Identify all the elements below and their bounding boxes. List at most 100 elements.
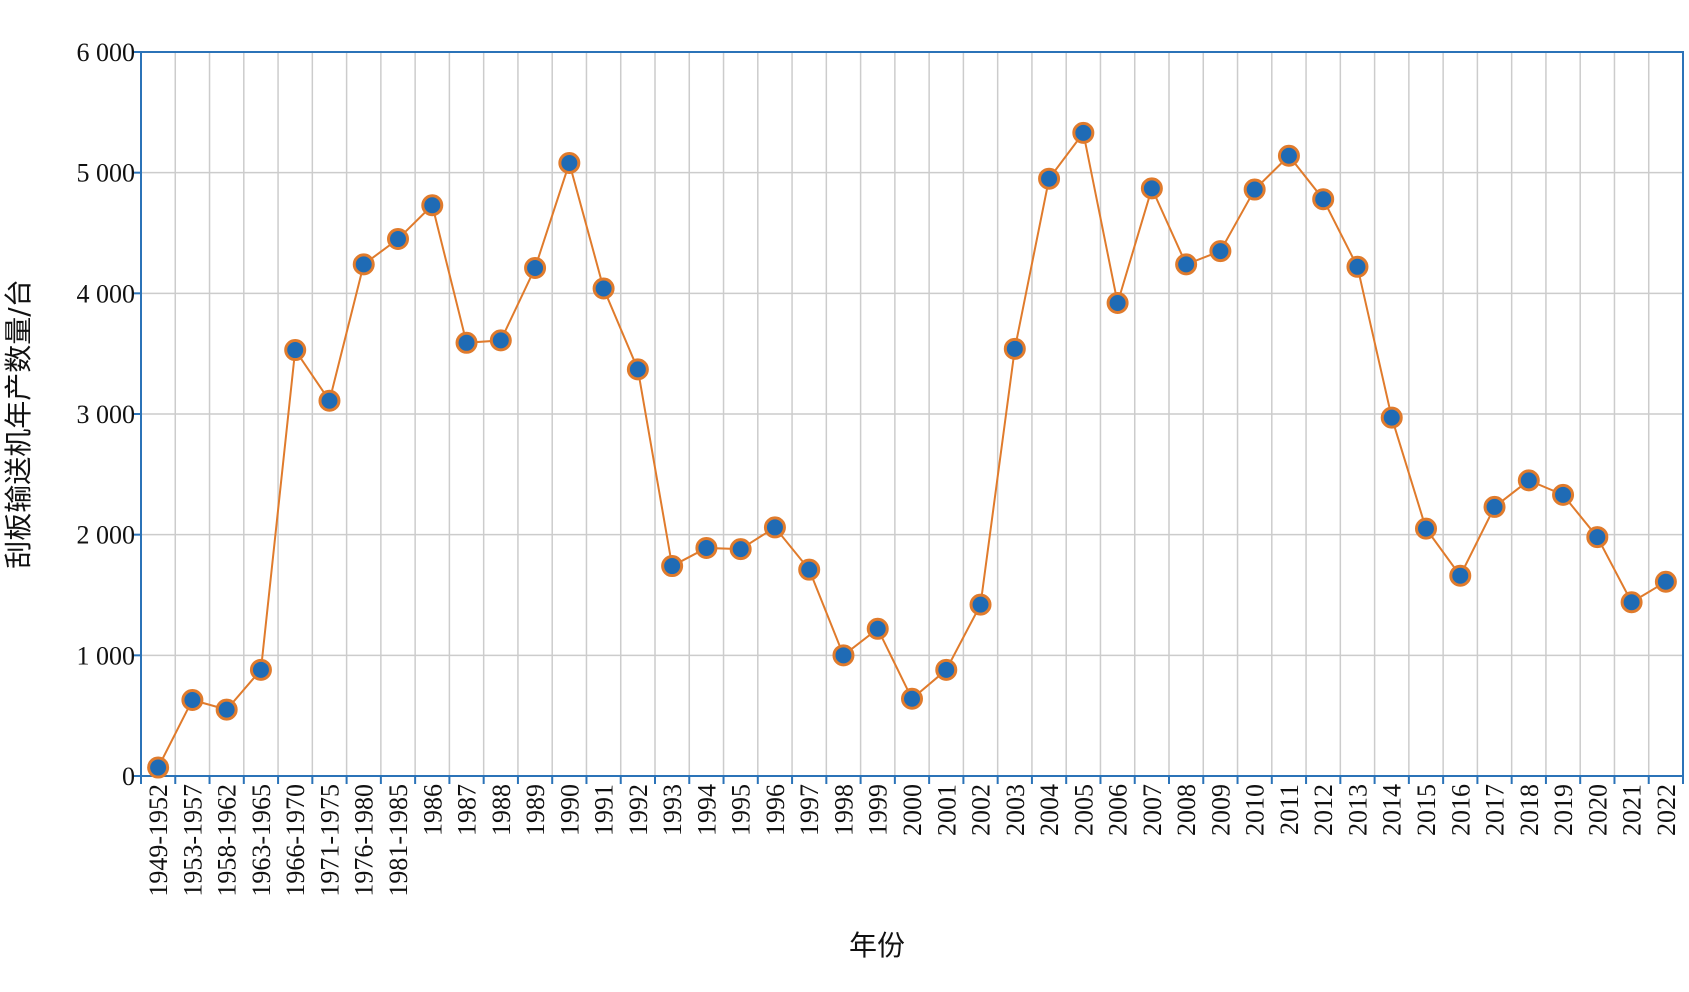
x-tick-label: 2003 (1001, 784, 1030, 836)
x-axis-title: 年份 (849, 929, 905, 962)
x-tick-label: 2017 (1481, 784, 1510, 836)
x-tick-label: 2004 (1035, 784, 1064, 836)
data-point (1346, 255, 1369, 278)
data-point (592, 277, 615, 300)
x-tick-label: 1997 (795, 784, 824, 836)
data-point (1517, 469, 1540, 492)
x-tick-label: 2001 (932, 784, 961, 836)
data-point (1654, 570, 1677, 593)
data-point (249, 658, 272, 681)
data-point (1415, 517, 1437, 540)
x-tick-label: 1971-1975 (315, 784, 344, 897)
x-tick-label: 2005 (1069, 784, 1098, 836)
x-tick-label: 1990 (555, 784, 584, 836)
data-point (421, 194, 444, 217)
data-point (798, 558, 821, 581)
data-point (524, 256, 547, 279)
y-tick-label: 0 (122, 762, 135, 791)
data-point (1552, 483, 1575, 506)
x-tick-label: 2008 (1172, 784, 1201, 836)
x-tick-label: 2010 (1241, 784, 1270, 836)
data-point (1312, 188, 1335, 211)
y-tick-label: 4 000 (77, 279, 136, 308)
data-point (729, 538, 752, 561)
x-tick-label: 2009 (1206, 784, 1235, 836)
x-tick-label: 2000 (898, 784, 927, 836)
x-tick-label: 1999 (864, 784, 893, 836)
data-point (1449, 564, 1472, 587)
grid (141, 52, 1683, 776)
x-tick-label: 2007 (1138, 784, 1167, 836)
data-point (215, 698, 238, 721)
x-tick-label: 2021 (1618, 784, 1647, 836)
data-point (1483, 495, 1506, 518)
data-point (1003, 337, 1026, 360)
x-tick-label: 1981-1985 (384, 784, 413, 897)
x-tick-label: 1996 (761, 784, 790, 836)
data-point (626, 358, 649, 381)
x-tick-label: 1963-1965 (247, 784, 276, 897)
x-tick-label: 1986 (418, 784, 447, 836)
x-tick-label: 1953-1957 (178, 784, 207, 897)
data-point (1140, 177, 1163, 200)
x-tick-label: 1992 (624, 784, 653, 836)
data-point (1072, 121, 1095, 144)
data-point (969, 593, 992, 616)
data-point (866, 617, 889, 640)
data-point (318, 389, 341, 412)
x-tick-label: 1949-1952 (144, 784, 173, 897)
data-point (489, 329, 512, 352)
data-point (1277, 144, 1300, 167)
x-tick-label: 1987 (453, 784, 482, 836)
data-point (1106, 291, 1129, 314)
x-tick-label: 1988 (487, 784, 516, 836)
data-point (455, 331, 478, 354)
data-point (832, 644, 855, 667)
data-point (1243, 178, 1266, 201)
data-point (901, 687, 923, 710)
x-tick-label: 2016 (1446, 784, 1475, 836)
x-tick-label: 2012 (1309, 784, 1338, 836)
x-tick-label: 1994 (692, 784, 721, 836)
x-tick-label: 1998 (829, 784, 858, 836)
series (147, 121, 1677, 779)
x-tick-label: 2002 (967, 784, 996, 836)
data-point (147, 756, 170, 779)
x-tick-label: 2015 (1412, 784, 1441, 836)
data-point (558, 152, 581, 175)
y-tick-label: 1 000 (77, 641, 136, 670)
x-tick-label: 1993 (658, 784, 687, 836)
x-axis: 1949-1952 1953-1957 1958-1962 1963-1965 1966… (140, 776, 1684, 897)
x-tick-label: 1958-1962 (213, 784, 242, 897)
x-tick-label: 2018 (1515, 784, 1544, 836)
data-point (1586, 526, 1609, 549)
x-tick-label: 2020 (1583, 784, 1612, 836)
data-point (1380, 406, 1403, 429)
data-point (1038, 167, 1061, 190)
x-tick-label: 1989 (521, 784, 550, 836)
x-tick-label: 1991 (590, 784, 619, 836)
data-point (284, 339, 307, 362)
series-line (157, 130, 1667, 769)
data-point (1209, 240, 1232, 263)
y-axis: 0 1 000 2 000 3 000 4 000 5 000 6 000 (77, 38, 141, 791)
x-tick-label: 2022 (1652, 784, 1681, 836)
x-tick-label: 2011 (1275, 784, 1304, 835)
data-point (661, 555, 684, 578)
x-tick-label: 1966-1970 (281, 784, 310, 897)
x-tick-label: 2019 (1549, 784, 1578, 836)
x-tick-label: 2006 (1104, 784, 1133, 836)
y-tick-label: 6 000 (77, 38, 136, 67)
data-point (763, 516, 786, 539)
data-point (387, 228, 409, 251)
data-point (1620, 591, 1643, 614)
x-tick-label: 2014 (1378, 784, 1407, 836)
x-tick-label: 1995 (727, 784, 756, 836)
y-tick-label: 3 000 (77, 400, 136, 429)
y-tick-label: 2 000 (77, 521, 136, 550)
data-point (935, 658, 958, 681)
y-tick-label: 5 000 (77, 159, 136, 188)
x-tick-label: 1976-1980 (350, 784, 379, 897)
